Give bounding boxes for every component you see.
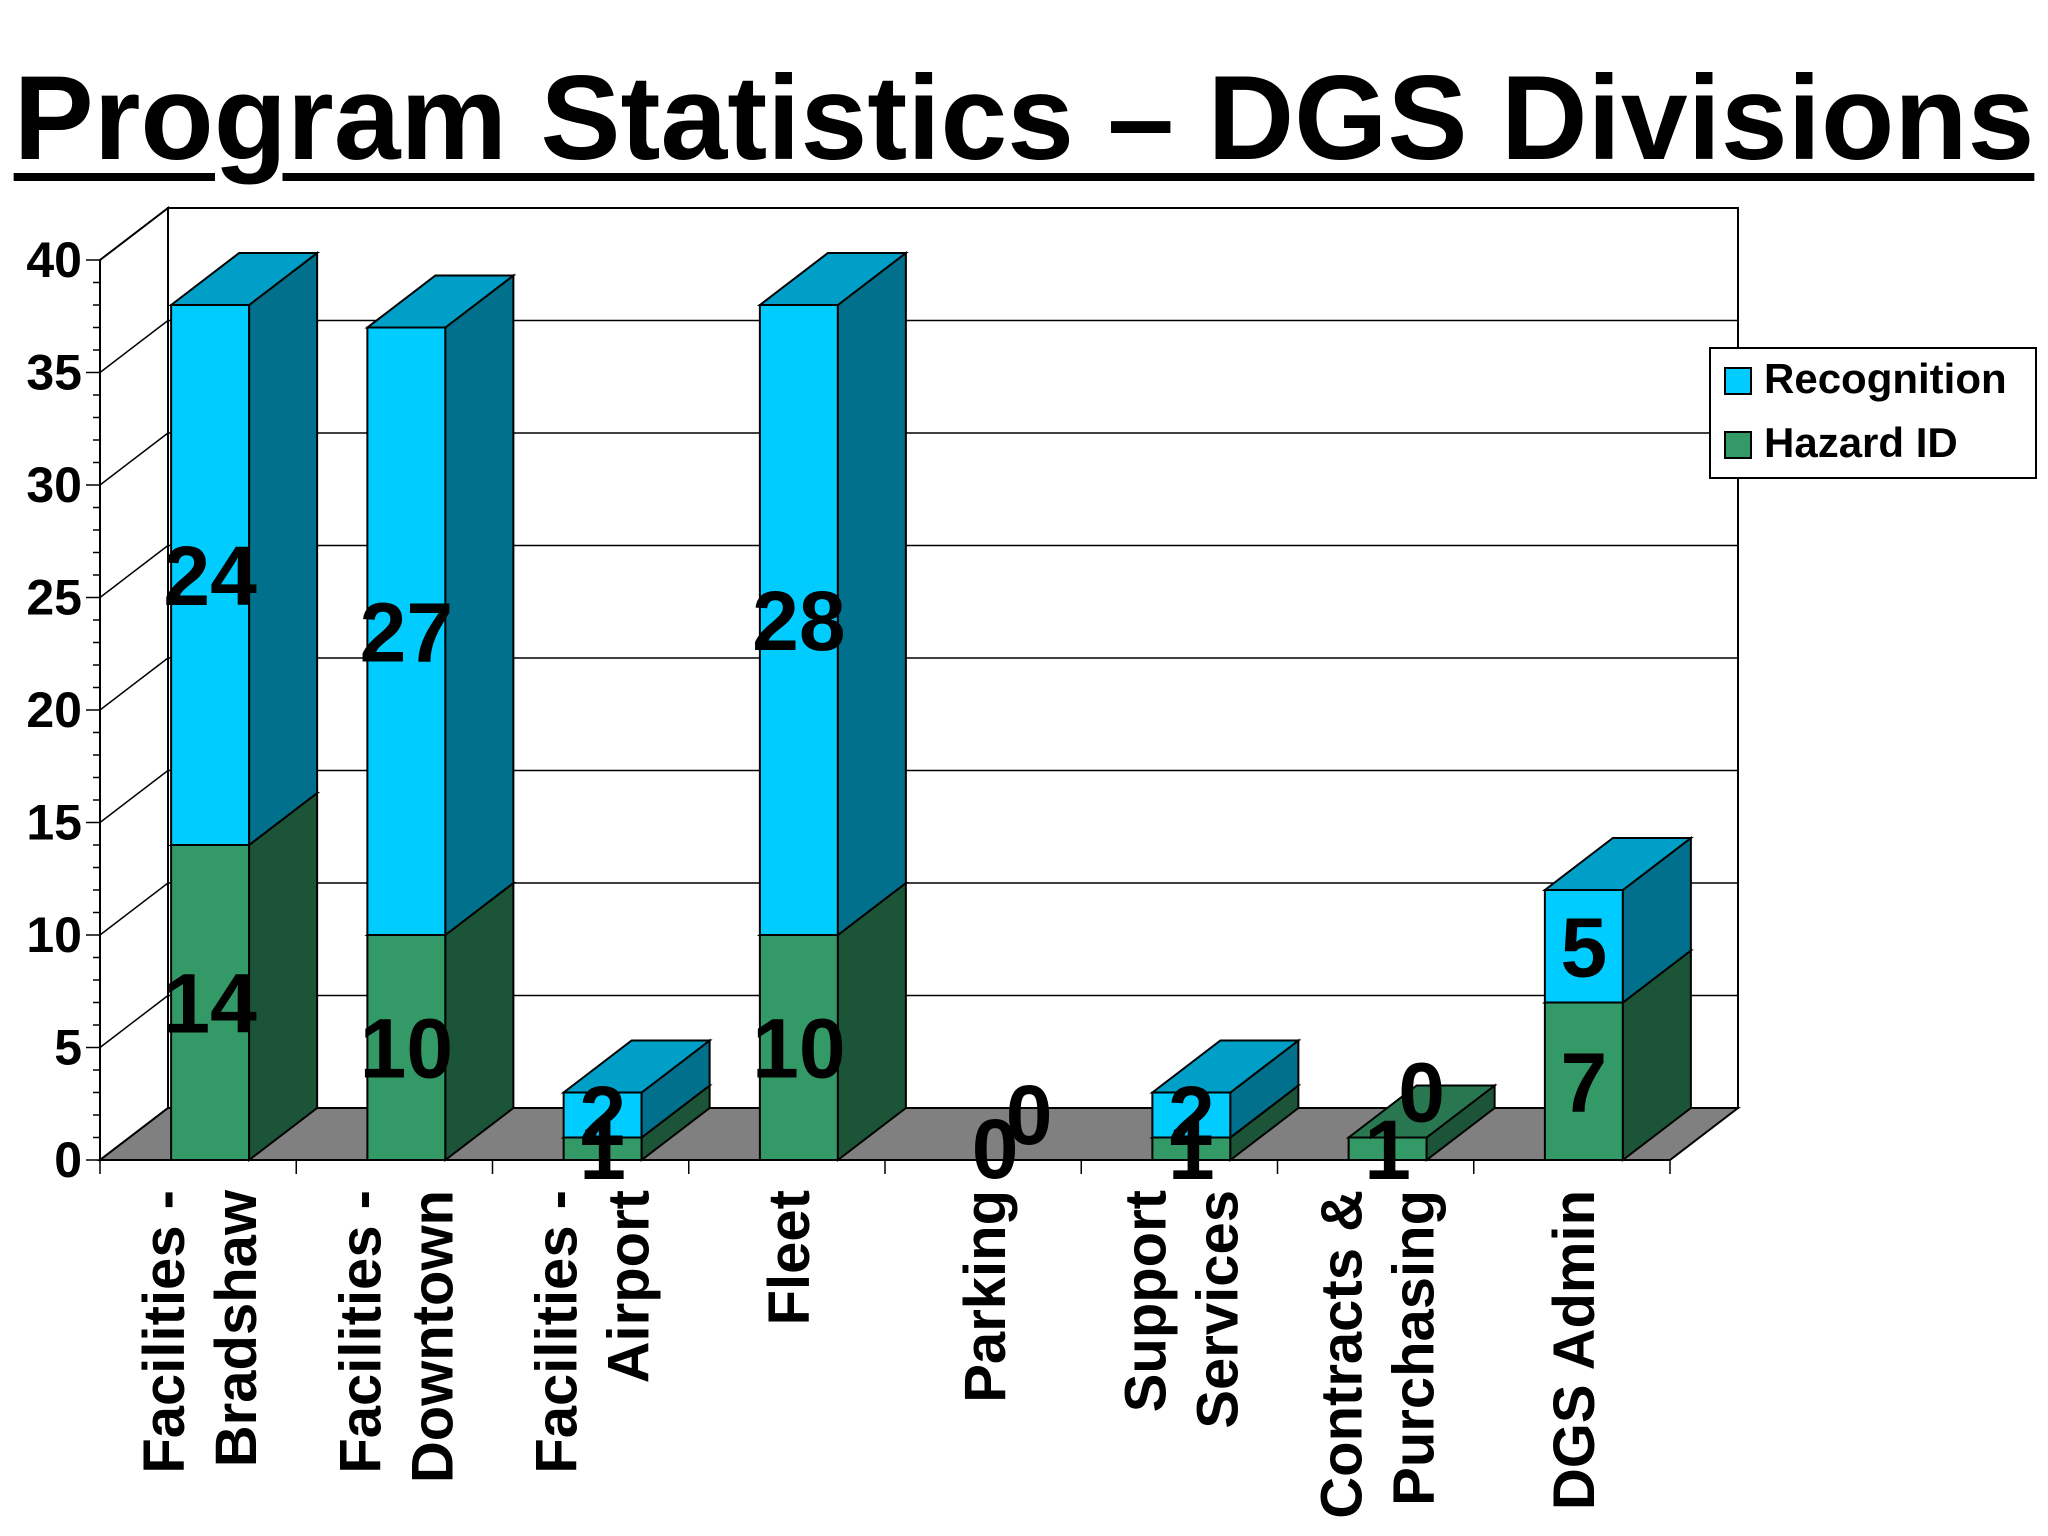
bar-front — [562, 1091, 643, 1139]
data-label: 0 — [1398, 1046, 1445, 1140]
gridline-side — [99, 207, 169, 261]
category-label: DGS Admin — [1542, 1190, 1607, 1510]
data-label: 2 — [579, 1069, 626, 1163]
legend-label: Hazard ID — [1764, 419, 1958, 466]
data-label: 2 — [1168, 1069, 1215, 1163]
y-tick-label: 25 — [26, 570, 82, 626]
data-label: 1 — [1364, 1103, 1411, 1197]
category-label: Airport — [597, 1190, 662, 1383]
category-label: Services — [1185, 1190, 1250, 1429]
category-label: Parking — [953, 1190, 1018, 1403]
data-label: 28 — [752, 574, 845, 668]
category-label: Support — [1113, 1190, 1178, 1412]
category-label: Contracts & — [1310, 1190, 1375, 1519]
y-tick-label: 20 — [26, 682, 82, 738]
legend-box — [1709, 347, 2037, 479]
category-label: Facilities - — [328, 1190, 393, 1474]
bar-top — [1345, 1084, 1498, 1139]
gridline-side — [99, 319, 169, 374]
data-label: 0 — [972, 1102, 1019, 1196]
bar-top — [364, 274, 517, 329]
category-label: Facilities - — [132, 1190, 197, 1474]
data-label: 10 — [360, 1002, 453, 1096]
bar-front — [170, 844, 251, 1161]
bar-side — [444, 273, 515, 938]
data-label: 24 — [163, 529, 257, 623]
floor — [97, 1107, 1741, 1161]
legend-label: Recognition — [1764, 355, 2007, 402]
bar-side — [836, 250, 907, 938]
y-tick-label: 30 — [26, 457, 82, 513]
category-label: Purchasing — [1382, 1190, 1447, 1506]
gridline-side — [99, 882, 169, 936]
legend-swatch — [1724, 367, 1752, 395]
y-tick-label: 0 — [54, 1132, 82, 1188]
data-label: 1 — [579, 1103, 626, 1197]
data-label: 5 — [1561, 900, 1608, 994]
bar-side — [248, 250, 319, 848]
bar-top — [1149, 1039, 1302, 1094]
category-label: Facilities - — [525, 1190, 590, 1474]
y-tick-label: 5 — [54, 1020, 82, 1076]
bar-top — [560, 1039, 713, 1094]
y-tick-label: 40 — [26, 232, 82, 288]
bar-top — [168, 252, 321, 306]
bar-front — [366, 326, 447, 936]
bar-front — [1543, 889, 1624, 1004]
data-label: 0 — [1006, 1068, 1053, 1162]
data-label: 27 — [360, 585, 453, 679]
category-label: Fleet — [757, 1190, 822, 1325]
data-label: 1 — [1168, 1103, 1215, 1197]
data-label: 10 — [752, 1002, 845, 1096]
gridline-side — [99, 657, 169, 711]
category-label: Downtown — [400, 1190, 465, 1483]
bar-top — [756, 252, 909, 306]
legend-swatch — [1724, 431, 1752, 459]
gridline-side — [99, 994, 169, 1049]
data-label: 14 — [163, 957, 257, 1051]
bar-front — [1151, 1091, 1232, 1139]
y-tick-label: 35 — [26, 345, 82, 401]
bar-front — [366, 934, 447, 1161]
gridline-side — [99, 769, 169, 824]
data-label: 7 — [1561, 1035, 1608, 1129]
category-label: Bradshaw — [204, 1189, 269, 1467]
bar-top — [1541, 837, 1694, 891]
y-tick-label: 10 — [26, 907, 82, 963]
bar-front — [1543, 1001, 1624, 1161]
chart-title: Program Statistics – DGS Divisions — [13, 51, 2035, 185]
bar-side — [248, 790, 319, 1163]
y-tick-label: 15 — [26, 795, 82, 851]
gridline-side — [99, 544, 169, 599]
bar-front — [170, 304, 251, 846]
gridline-side — [99, 432, 169, 486]
